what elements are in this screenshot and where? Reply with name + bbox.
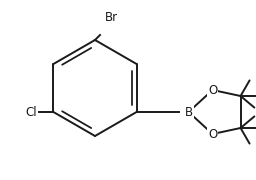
Text: O: O — [208, 127, 217, 141]
Text: Br: Br — [105, 11, 118, 24]
Text: O: O — [208, 84, 217, 96]
Text: Cl: Cl — [26, 105, 37, 118]
Text: B: B — [185, 105, 193, 118]
